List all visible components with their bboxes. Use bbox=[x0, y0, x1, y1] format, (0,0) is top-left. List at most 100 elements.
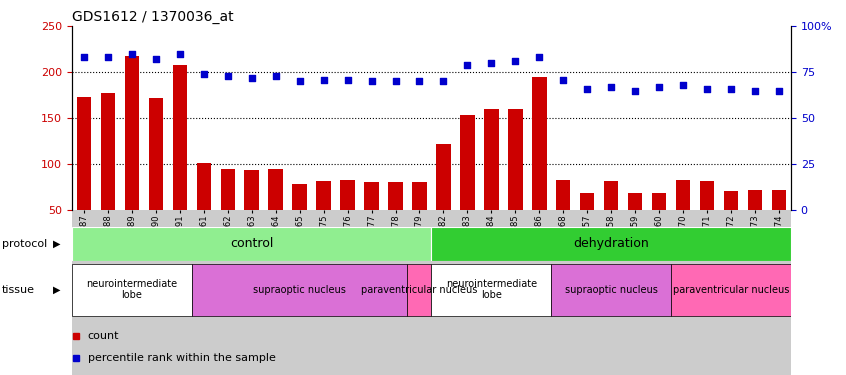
Bar bbox=[455, 210, 480, 375]
Bar bbox=[431, 210, 455, 375]
Point bbox=[508, 58, 522, 64]
Bar bbox=[431, 227, 791, 261]
Bar bbox=[556, 180, 570, 210]
Text: protocol: protocol bbox=[2, 239, 47, 249]
Text: ▶: ▶ bbox=[53, 239, 61, 249]
Point bbox=[245, 75, 259, 81]
Bar bbox=[527, 210, 552, 375]
Bar bbox=[101, 93, 115, 210]
Bar bbox=[336, 210, 360, 375]
Point bbox=[772, 88, 786, 94]
Point bbox=[77, 54, 91, 60]
Bar bbox=[431, 264, 552, 316]
Bar bbox=[480, 210, 503, 375]
Text: GDS1612 / 1370036_at: GDS1612 / 1370036_at bbox=[72, 10, 233, 24]
Bar bbox=[624, 210, 647, 375]
Point bbox=[700, 86, 714, 92]
Bar bbox=[724, 191, 739, 210]
Point bbox=[557, 76, 570, 82]
Point bbox=[388, 78, 403, 84]
Point bbox=[460, 62, 474, 68]
Bar bbox=[388, 183, 403, 210]
Bar bbox=[340, 180, 354, 210]
Point bbox=[724, 86, 738, 92]
Bar bbox=[772, 190, 786, 210]
Bar bbox=[293, 184, 307, 210]
Bar bbox=[149, 98, 163, 210]
Bar bbox=[360, 210, 383, 375]
Bar bbox=[144, 210, 168, 375]
Point bbox=[197, 71, 211, 77]
Text: control: control bbox=[230, 237, 273, 250]
Text: percentile rank within the sample: percentile rank within the sample bbox=[88, 352, 276, 363]
Bar bbox=[628, 192, 642, 210]
Bar bbox=[192, 210, 216, 375]
Bar bbox=[239, 210, 264, 375]
Bar bbox=[503, 210, 527, 375]
Bar bbox=[748, 190, 762, 210]
Point bbox=[749, 88, 762, 94]
Bar bbox=[460, 116, 475, 210]
Point bbox=[149, 56, 162, 62]
Bar bbox=[264, 210, 288, 375]
Bar bbox=[72, 210, 96, 375]
Text: neurointermediate
lobe: neurointermediate lobe bbox=[446, 279, 537, 300]
Point bbox=[533, 54, 547, 60]
Point bbox=[293, 78, 306, 84]
Bar bbox=[552, 210, 575, 375]
Bar bbox=[604, 181, 618, 210]
Point bbox=[652, 84, 666, 90]
Text: count: count bbox=[88, 331, 119, 341]
Point bbox=[485, 60, 498, 66]
Text: supraoptic nucleus: supraoptic nucleus bbox=[565, 285, 657, 295]
Bar bbox=[365, 183, 379, 210]
Point bbox=[173, 51, 186, 57]
Bar bbox=[96, 210, 120, 375]
Bar bbox=[599, 210, 624, 375]
Bar bbox=[552, 264, 671, 316]
Bar bbox=[508, 109, 523, 210]
Point bbox=[677, 82, 690, 88]
Bar bbox=[412, 183, 426, 210]
Bar bbox=[647, 210, 671, 375]
Bar bbox=[767, 210, 791, 375]
Text: dehydration: dehydration bbox=[574, 237, 649, 250]
Text: paraventricular nucleus: paraventricular nucleus bbox=[361, 285, 478, 295]
Bar bbox=[192, 264, 408, 316]
Point bbox=[341, 76, 354, 82]
Text: supraoptic nucleus: supraoptic nucleus bbox=[253, 285, 346, 295]
Bar bbox=[671, 264, 791, 316]
Bar bbox=[196, 163, 211, 210]
Bar bbox=[72, 227, 431, 261]
Point bbox=[629, 88, 642, 94]
Point bbox=[221, 73, 234, 79]
Point bbox=[604, 84, 618, 90]
Text: paraventricular nucleus: paraventricular nucleus bbox=[673, 285, 789, 295]
Bar bbox=[244, 171, 259, 210]
Bar bbox=[743, 210, 767, 375]
Bar bbox=[437, 144, 451, 210]
Bar bbox=[700, 181, 714, 210]
Bar bbox=[580, 194, 595, 210]
Bar bbox=[124, 56, 139, 210]
Bar bbox=[316, 181, 331, 210]
Bar bbox=[221, 169, 235, 210]
Bar bbox=[383, 210, 408, 375]
Bar bbox=[268, 169, 283, 210]
Bar bbox=[311, 210, 336, 375]
Bar bbox=[695, 210, 719, 375]
Bar bbox=[719, 210, 743, 375]
Text: ▶: ▶ bbox=[53, 285, 61, 295]
Bar bbox=[532, 77, 547, 210]
Text: tissue: tissue bbox=[2, 285, 35, 295]
Point bbox=[580, 86, 594, 92]
Point bbox=[413, 78, 426, 84]
Bar bbox=[408, 264, 431, 316]
Point bbox=[125, 51, 139, 57]
Point bbox=[269, 73, 283, 79]
Point bbox=[365, 78, 378, 84]
Bar bbox=[484, 109, 498, 210]
Bar bbox=[168, 210, 192, 375]
Bar bbox=[216, 210, 239, 375]
Point bbox=[437, 78, 450, 84]
